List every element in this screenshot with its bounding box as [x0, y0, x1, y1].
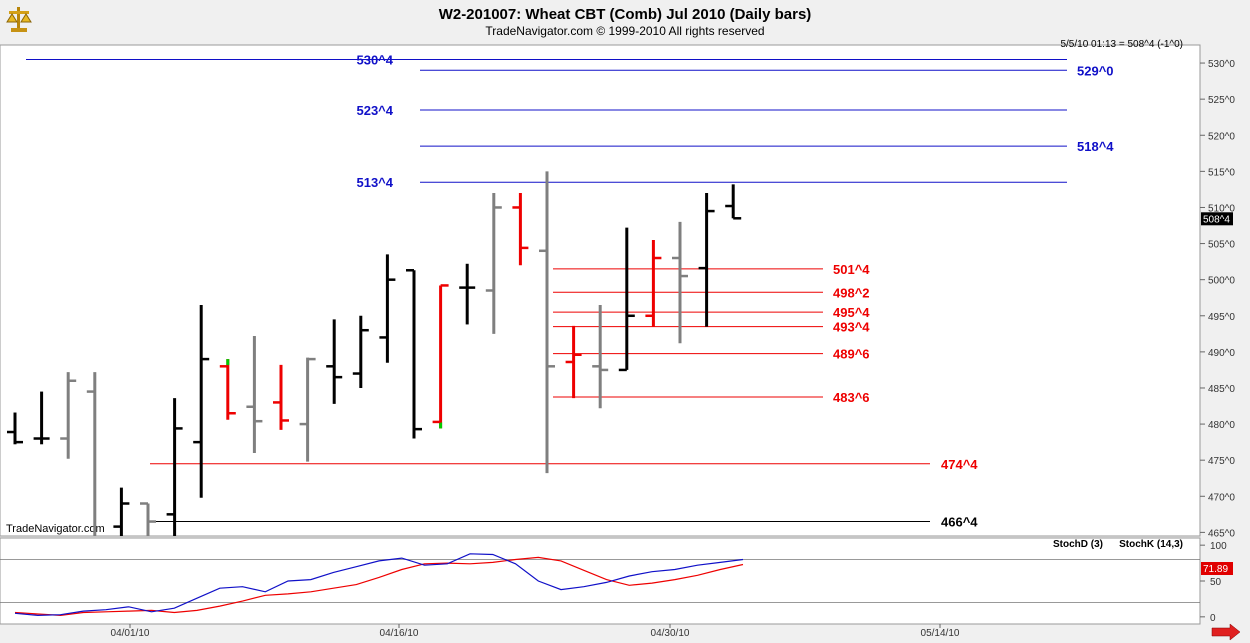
y-tick-label: 515^0 — [1208, 167, 1235, 178]
chart-subtitle: TradeNavigator.com © 1999-2010 All right… — [485, 24, 764, 38]
ohlc-bar — [379, 254, 396, 363]
level-label: 495^4 — [833, 305, 870, 320]
ohlc-bar — [352, 315, 369, 388]
ohlc-bar — [246, 335, 263, 453]
stoch-last-value-tag: 71.89 — [1201, 562, 1233, 575]
ohlc-bar — [406, 269, 422, 439]
level-label: 513^4 — [356, 175, 393, 190]
stochastic-panel — [0, 537, 1201, 625]
stochastic-lines — [14, 553, 744, 617]
y-tick-label: 485^0 — [1208, 384, 1235, 395]
current-price-tag: 508^4 — [1201, 212, 1233, 226]
ohlc-bar — [166, 398, 183, 536]
ohlc-bar — [219, 359, 236, 420]
y-tick-label: 530^0 — [1208, 59, 1235, 70]
ohlc-bar — [459, 263, 476, 325]
ohlc-bar — [7, 412, 23, 445]
ohlc-bar — [273, 364, 289, 430]
stochastic-y-axis: 0 50 100 — [0, 541, 1227, 624]
y-tick-label: 475^0 — [1208, 456, 1235, 467]
y-tick-label: 505^0 — [1208, 240, 1235, 251]
ohlc-bar — [645, 239, 662, 327]
y-tick-label: 480^0 — [1208, 420, 1235, 431]
stoch-last-value: 71.89 — [1203, 564, 1228, 575]
x-tick-label: 04/30/10 — [651, 628, 690, 639]
price-y-axis: 465^0 470^0 475^0 480^0 485^0 490^0 495^0 500^0… — [1200, 59, 1235, 539]
stoch-tick-label: 50 — [1210, 577, 1222, 588]
level-label: 466^4 — [941, 515, 978, 530]
y-tick-label: 520^0 — [1208, 131, 1235, 142]
ohlc-bar — [140, 502, 156, 536]
ohlc-bar — [698, 193, 715, 327]
ohlc-bar — [485, 193, 502, 334]
horizontal-levels: 530^4 529^0 523^4 518^4 513^4 501^4 498^2 495^4… — [26, 52, 1114, 530]
x-tick-label: 04/16/10 — [380, 628, 419, 639]
level-label: 483^6 — [833, 390, 870, 405]
ohlc-bar — [618, 227, 635, 372]
ohlc-bar — [672, 221, 688, 344]
level-label: 474^4 — [941, 457, 978, 472]
date-axis: 04/01/10 04/16/10 04/30/10 05/14/10 — [111, 624, 960, 639]
ohlc-bar — [113, 487, 130, 536]
y-tick-label: 510^0 — [1208, 203, 1235, 214]
ohlc-bar — [33, 391, 50, 445]
current-price-label: 508^4 — [1203, 214, 1230, 225]
level-label: 523^4 — [356, 103, 393, 118]
stoch-tick-label: 100 — [1210, 541, 1227, 552]
level-label: 529^0 — [1077, 63, 1114, 78]
level-label: 501^4 — [833, 262, 870, 277]
y-tick-label: 465^0 — [1208, 528, 1235, 539]
level-label: 518^4 — [1077, 139, 1114, 154]
y-tick-label: 525^0 — [1208, 95, 1235, 106]
price-panel — [0, 44, 1201, 537]
x-tick-label: 04/01/10 — [111, 628, 150, 639]
ohlc-bar — [60, 372, 77, 459]
ohlc-bar — [539, 171, 555, 474]
level-label: 498^2 — [833, 285, 870, 300]
ohlc-bar — [565, 325, 582, 399]
watermark: TradeNavigator.com — [6, 523, 105, 535]
stoch-tick-label: 0 — [1210, 613, 1216, 624]
ohlc-bar — [432, 284, 449, 429]
ohlc-bar — [512, 193, 529, 266]
ohlc-bar — [86, 372, 97, 536]
ohlc-bar — [725, 184, 742, 220]
level-label: 489^6 — [833, 347, 870, 362]
ohlc-bars — [7, 171, 742, 536]
stoch-series-line — [14, 553, 744, 617]
chart-title: W2-201007: Wheat CBT (Comb) Jul 2010 (Da… — [439, 6, 812, 23]
y-tick-label: 495^0 — [1208, 312, 1235, 323]
y-tick-label: 470^0 — [1208, 492, 1235, 503]
level-label: 493^4 — [833, 320, 870, 335]
ohlc-bar — [326, 319, 343, 404]
scales-icon[interactable] — [6, 7, 32, 32]
legend-stochd: StochD (3) — [1053, 539, 1103, 550]
level-label: 530^4 — [356, 52, 393, 67]
y-tick-label: 500^0 — [1208, 276, 1235, 287]
right-arrow-icon[interactable] — [1211, 623, 1241, 641]
x-tick-label: 05/14/10 — [921, 628, 960, 639]
stoch-series-line — [14, 556, 744, 617]
legend-stochk: StochK (14,3) — [1119, 539, 1183, 550]
ohlc-bar — [592, 304, 609, 409]
quote-readout: 5/5/10 01:13 = 508^4 (-1^0) — [1060, 39, 1183, 50]
ohlc-bar — [193, 304, 210, 498]
y-tick-label: 490^0 — [1208, 348, 1235, 359]
ohlc-bar — [299, 357, 316, 462]
